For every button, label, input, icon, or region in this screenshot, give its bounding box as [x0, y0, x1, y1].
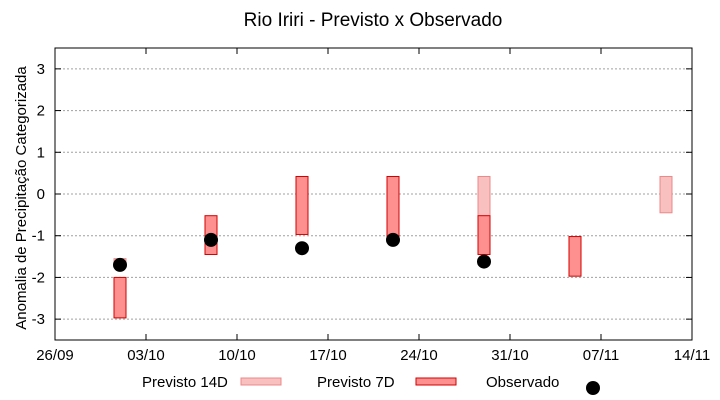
- y-axis-label: Anomalia de Precipitação Categorizada: [13, 66, 30, 330]
- y-tick-label: -1: [32, 228, 45, 245]
- legend-label: Previsto 7D: [317, 374, 395, 391]
- x-tick-label: 24/10: [400, 347, 438, 364]
- y-tick-label: -2: [32, 269, 45, 286]
- x-tick-label: 17/10: [309, 347, 347, 364]
- observed-point: [477, 254, 491, 269]
- y-tick-label: 0: [37, 186, 45, 203]
- range-bar-previsto-7d: [477, 215, 491, 255]
- y-tick-label: -3: [32, 311, 45, 328]
- legend-label: Observado: [486, 374, 559, 391]
- range-bar-previsto-7d: [386, 175, 400, 239]
- y-tick-label: 3: [37, 61, 45, 78]
- range-bar-previsto-7d: [295, 175, 309, 235]
- data-marks: [113, 175, 673, 319]
- legend-swatch: [415, 377, 457, 386]
- x-tick-label: 26/09: [36, 347, 74, 364]
- x-tick-label: 03/10: [127, 347, 165, 364]
- observed-point: [113, 257, 127, 272]
- x-tick-label: 14/11: [674, 347, 710, 364]
- x-tick-label: 31/10: [491, 347, 529, 364]
- legend: Previsto 14D Previsto 7D Observado: [142, 374, 600, 395]
- legend-swatch: [240, 377, 282, 386]
- chart-title: Rio Iriri - Previsto x Observado: [244, 10, 503, 31]
- axis-ticks: -3 -2 -1 0 1 2 3 26/09 03/10 10/10 17/10 24/10 31/10…: [32, 48, 710, 364]
- legend-swatch: [586, 381, 600, 395]
- x-tick-label: 07/11: [583, 347, 619, 364]
- range-bar-previsto-14d: [477, 175, 491, 218]
- x-tick-label: 10/10: [218, 347, 256, 364]
- y-tick-label: 1: [37, 144, 45, 161]
- legend-label: Previsto 14D: [142, 374, 228, 391]
- range-bar-previsto-7d: [568, 236, 582, 277]
- y-tick-label: 2: [37, 103, 45, 120]
- observed-point: [295, 241, 309, 256]
- range-bar-previsto-14d: [659, 175, 673, 214]
- observed-point: [204, 232, 218, 247]
- range-bar-previsto-7d: [113, 276, 127, 319]
- grid-lines: [55, 68, 692, 320]
- observed-point: [386, 232, 400, 247]
